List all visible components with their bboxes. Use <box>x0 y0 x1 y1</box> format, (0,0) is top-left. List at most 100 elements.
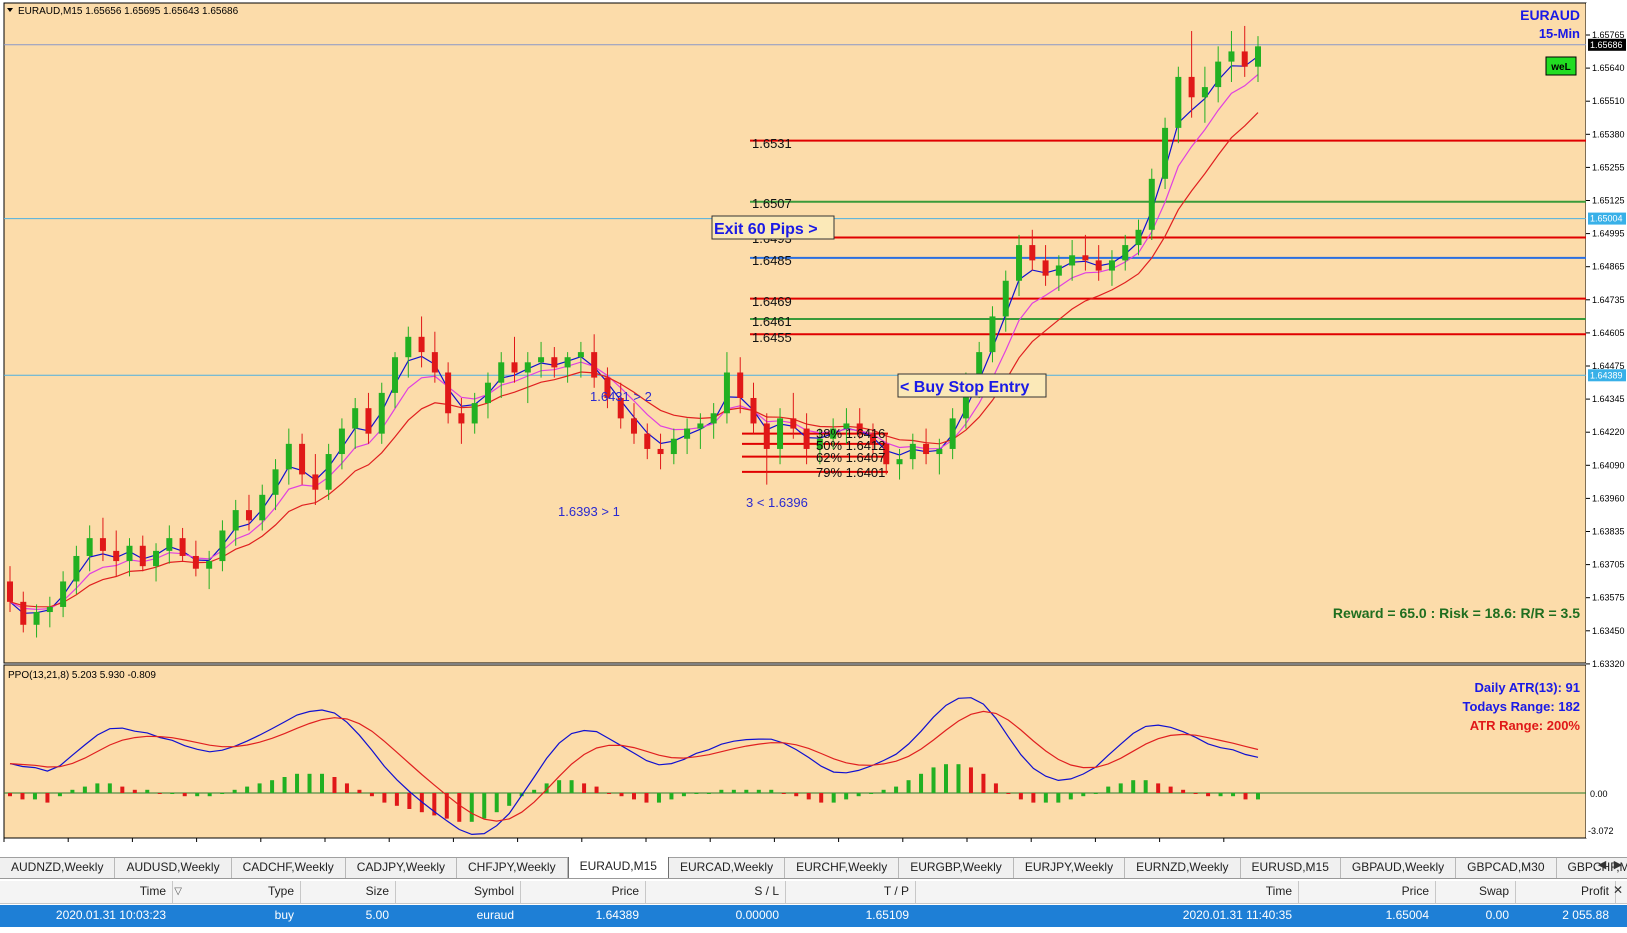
tab-scroll-left-icon[interactable]: ◀ <box>1597 858 1607 871</box>
tab-audnzd-weekly[interactable]: AUDNZD,Weekly <box>0 858 116 878</box>
ppo-hist-bar <box>1056 793 1061 803</box>
ppo-hist-bar <box>781 793 786 794</box>
terminal-column-header[interactable]: Price <box>1300 881 1436 903</box>
price-tick-label: 1.64220 <box>1592 427 1625 437</box>
tab-cadchf-weekly[interactable]: CADCHF,Weekly <box>232 858 346 878</box>
candle-body <box>1201 87 1208 98</box>
ppo-hist-bar <box>20 793 25 800</box>
collapse-triangle-icon[interactable] <box>7 8 13 12</box>
terminal-panel: Time ▽ Type Size Symbol Price S / L T / P Time Pr… <box>0 878 1627 933</box>
price-pane[interactable] <box>3 2 1587 664</box>
terminal-column-header[interactable]: Swap <box>1440 881 1516 903</box>
terminal-column-header[interactable]: S / L <box>650 881 786 903</box>
chart-canvas[interactable]: 1.65765 1.65640 1.65510 1.65380 1.65255 1.651… <box>0 0 1627 842</box>
candle-body <box>46 606 53 613</box>
ppo-hist-bar <box>457 793 462 822</box>
ppo-hist-bar <box>731 789 736 793</box>
ppo-hist-bar <box>220 793 225 794</box>
candle-body <box>139 545 146 567</box>
tab-eurgbp-weekly[interactable]: EURGBP,Weekly <box>899 858 1014 878</box>
candle-body <box>1002 280 1009 317</box>
ppo-hist-bar <box>170 793 175 794</box>
ppo-hist-bar <box>557 780 562 793</box>
candle-body <box>166 538 173 551</box>
tab-eurusd-m15[interactable]: EURUSD,M15 <box>1241 858 1341 878</box>
candle-body <box>989 316 996 353</box>
ppo-hist-bar <box>307 773 312 793</box>
terminal-column-header[interactable]: T / P <box>790 881 916 903</box>
ppo-signal-line <box>9 710 1259 822</box>
ppo-hist-bar <box>1043 793 1048 803</box>
ppo-hist-bar <box>656 793 661 803</box>
tab-cadjpy-weekly[interactable]: CADJPY,Weekly <box>346 858 457 878</box>
ppo-hist-bar <box>931 767 936 793</box>
close-icon[interactable]: ✕ <box>1612 883 1623 897</box>
price-tick-label: 1.63450 <box>1592 626 1625 636</box>
ppo-hist-bar <box>182 793 187 797</box>
tab-gbpaud-weekly[interactable]: GBPAUD,Weekly <box>1341 858 1457 878</box>
terminal-column-label: Price <box>1401 884 1429 898</box>
tab-euraud-m15[interactable]: EURAUD,M15 <box>567 857 669 880</box>
trade-cell-size: 5.00 <box>365 908 389 922</box>
trade-cell-price: 1.65004 <box>1385 908 1429 922</box>
candle-body <box>750 397 757 424</box>
candle-body <box>60 581 67 607</box>
terminal-column-header[interactable]: Type <box>177 881 301 903</box>
tab-eurjpy-weekly[interactable]: EURJPY,Weekly <box>1014 858 1126 878</box>
ppo-pane[interactable] <box>3 664 1587 839</box>
ppo-hist-bar <box>344 783 349 793</box>
tab-gbpchf-m5[interactable]: GBPCHF,M5 <box>1557 858 1627 878</box>
terminal-column-header[interactable]: Time <box>920 881 1299 903</box>
tab-chfjpy-weekly[interactable]: CHFJPY,Weekly <box>457 858 568 878</box>
ma-slow-line <box>9 112 1259 608</box>
level-label-4: 1.6485 <box>752 253 792 268</box>
ppo-hist-bar <box>719 789 724 793</box>
candle-body <box>378 392 385 434</box>
ppo-hist-bar <box>582 783 587 793</box>
ppo-hist-bar <box>394 793 399 806</box>
ppo-hist-bar <box>1068 793 1073 800</box>
ppo-hist-bar <box>1218 793 1223 797</box>
fib-50-label: 50% 1.6412 <box>816 438 885 453</box>
atr-daily: Daily ATR(13): 91 <box>1475 680 1580 695</box>
tab-scroll-right-icon[interactable]: ▶ <box>1613 858 1623 871</box>
ppo-hist-bar <box>320 773 324 793</box>
candle-body <box>790 418 797 429</box>
trade-cell-swap: 0.00 <box>1485 908 1509 922</box>
candle-body <box>7 581 13 602</box>
tab-audusd-weekly[interactable]: AUDUSD,Weekly <box>115 858 232 878</box>
terminal-column-header[interactable]: Profit <box>1520 881 1616 903</box>
ppo-hist-bar <box>594 786 599 793</box>
ppo-hist-bar <box>332 777 337 793</box>
tab-gbpcad-m30[interactable]: GBPCAD,M30 <box>1456 858 1557 878</box>
level-label-1: 1.6531 <box>752 136 792 151</box>
candle-body <box>777 418 784 449</box>
candle-body <box>259 494 266 521</box>
sort-icon[interactable]: ▽ <box>174 886 182 897</box>
candle-body <box>86 538 93 556</box>
terminal-column-header[interactable]: Time ▽ <box>0 881 182 903</box>
trade-cell-price: 1.64389 <box>595 908 639 922</box>
ppo-hist-bar <box>270 780 275 793</box>
price-tick-label: 1.64865 <box>1592 262 1625 272</box>
tab-eurchf-weekly[interactable]: EURCHF,Weekly <box>785 858 900 878</box>
trade-row[interactable]: 2020.01.31 10:03:23 buy 5.00 euraud 1.64389 0… <box>0 905 1627 927</box>
entry-label: < Buy Stop Entry <box>900 379 1029 396</box>
terminal-column-header[interactable]: Size <box>305 881 396 903</box>
chart-header: EURAUD,M15 1.65656 1.65695 1.65643 1.656… <box>18 6 239 17</box>
ppo-hist-bar <box>444 793 449 819</box>
candle-body <box>511 362 518 373</box>
tab-eurnzd-weekly[interactable]: EURNZD,Weekly <box>1125 858 1241 878</box>
price-axis-bg <box>1586 3 1627 838</box>
terminal-column-header[interactable]: Price <box>525 881 646 903</box>
terminal-column-label: Swap <box>1478 884 1509 898</box>
fib-62-label: 62% 1.6407 <box>816 450 885 465</box>
chart-window[interactable]: 1.65765 1.65640 1.65510 1.65380 1.65255 1.651… <box>0 0 1627 842</box>
ppo-hist-bar <box>644 793 649 803</box>
terminal-column-label: Symbol <box>473 884 514 898</box>
ppo-hist-bar <box>756 789 761 793</box>
candle-body <box>936 448 943 455</box>
terminal-column-header[interactable]: Symbol <box>400 881 521 903</box>
tab-eurcad-weekly[interactable]: EURCAD,Weekly <box>669 858 786 878</box>
candle-body <box>352 408 359 429</box>
